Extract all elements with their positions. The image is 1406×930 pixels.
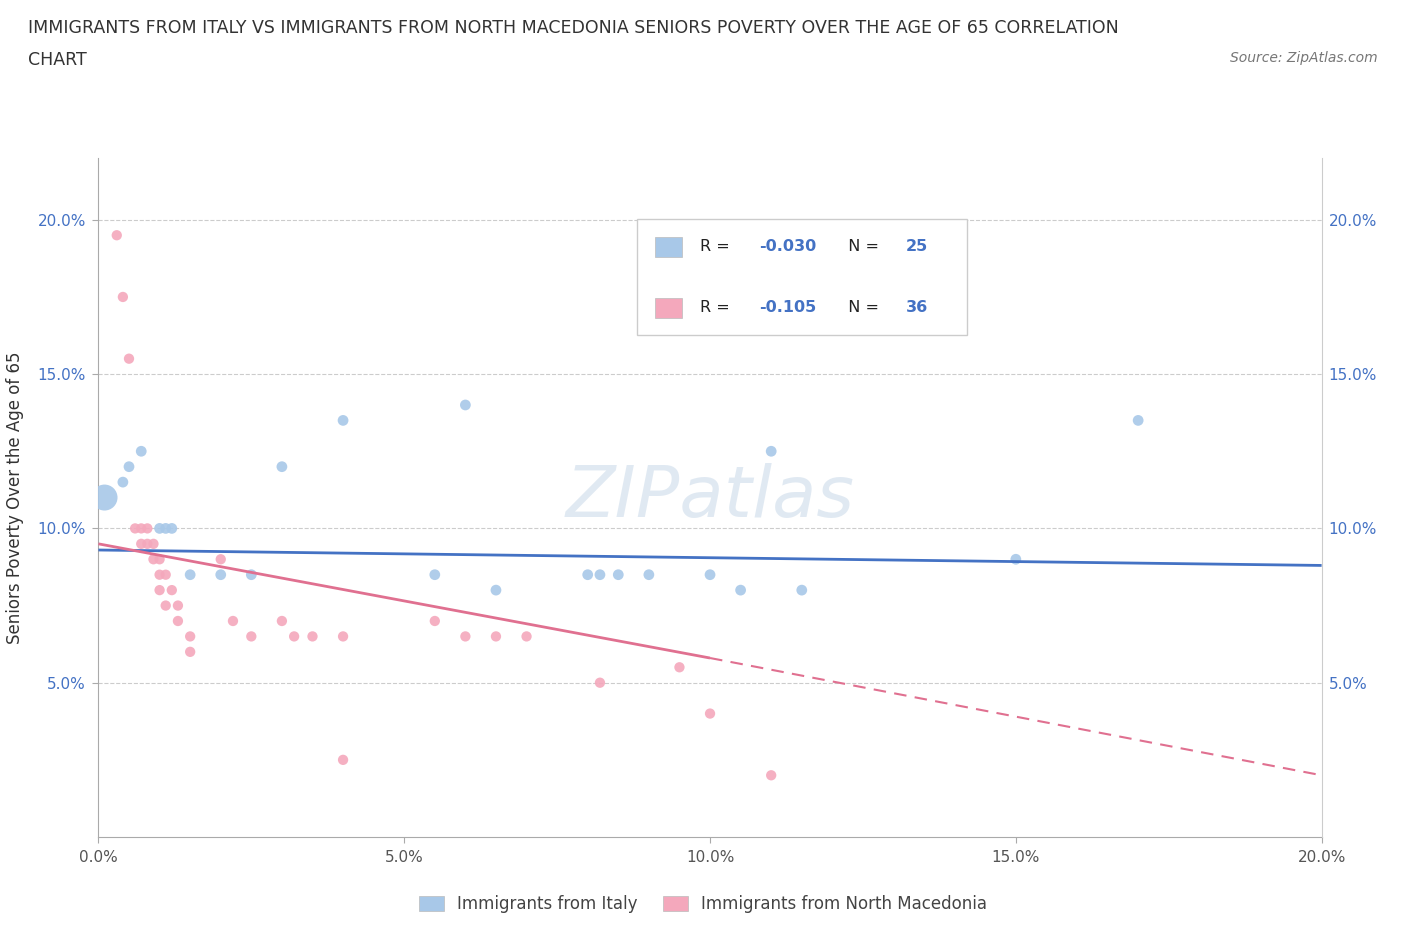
Text: 36: 36 — [905, 300, 928, 315]
Point — [209, 567, 232, 582]
Point — [283, 629, 305, 644]
Point — [142, 537, 165, 551]
Point — [589, 567, 612, 582]
Point — [1004, 551, 1026, 566]
Point — [332, 413, 354, 428]
Point — [129, 444, 152, 458]
Point — [759, 444, 782, 458]
Point — [118, 352, 141, 366]
Point — [454, 397, 477, 412]
Point — [607, 567, 630, 582]
Point — [118, 459, 141, 474]
Point — [105, 228, 128, 243]
Text: 25: 25 — [905, 239, 928, 254]
Text: IMMIGRANTS FROM ITALY VS IMMIGRANTS FROM NORTH MACEDONIA SENIORS POVERTY OVER TH: IMMIGRANTS FROM ITALY VS IMMIGRANTS FROM… — [28, 19, 1119, 36]
Point — [149, 521, 172, 536]
Text: N =: N = — [838, 239, 884, 254]
Point — [155, 567, 177, 582]
Point — [759, 768, 782, 783]
Point — [576, 567, 599, 582]
Point — [730, 583, 752, 598]
Point — [301, 629, 323, 644]
Point — [129, 537, 152, 551]
Point — [209, 551, 232, 566]
Point — [1128, 413, 1150, 428]
Point — [699, 706, 721, 721]
Point — [93, 490, 115, 505]
Point — [589, 675, 612, 690]
Point — [149, 583, 172, 598]
Point — [167, 598, 190, 613]
Point — [149, 551, 172, 566]
Point — [179, 567, 201, 582]
Point — [454, 629, 477, 644]
Point — [270, 459, 292, 474]
Point — [485, 583, 508, 598]
Point — [668, 660, 690, 675]
Point — [790, 583, 813, 598]
Point — [167, 614, 190, 629]
Point — [240, 567, 263, 582]
Text: N =: N = — [838, 300, 884, 315]
Text: -0.105: -0.105 — [759, 300, 817, 315]
Point — [423, 614, 446, 629]
Point — [136, 521, 159, 536]
Point — [179, 644, 201, 659]
Point — [637, 567, 661, 582]
Point — [155, 521, 177, 536]
Point — [332, 629, 354, 644]
Point — [129, 521, 152, 536]
Legend: Immigrants from Italy, Immigrants from North Macedonia: Immigrants from Italy, Immigrants from N… — [411, 887, 995, 922]
FancyBboxPatch shape — [655, 299, 682, 318]
Point — [111, 474, 134, 489]
Point — [160, 583, 183, 598]
Text: R =: R = — [700, 300, 735, 315]
Point — [240, 629, 263, 644]
Point — [485, 629, 508, 644]
Text: -0.030: -0.030 — [759, 239, 817, 254]
Point — [699, 567, 721, 582]
Point — [111, 289, 134, 304]
Point — [124, 521, 146, 536]
Point — [142, 551, 165, 566]
Point — [179, 629, 201, 644]
FancyBboxPatch shape — [655, 237, 682, 257]
Point — [222, 614, 245, 629]
Point — [516, 629, 538, 644]
Point — [332, 752, 354, 767]
Y-axis label: Seniors Poverty Over the Age of 65: Seniors Poverty Over the Age of 65 — [6, 352, 24, 644]
Point — [270, 614, 292, 629]
Point — [136, 537, 159, 551]
Point — [149, 567, 172, 582]
Text: Source: ZipAtlas.com: Source: ZipAtlas.com — [1230, 51, 1378, 65]
Point — [155, 598, 177, 613]
Text: CHART: CHART — [28, 51, 87, 69]
Point — [423, 567, 446, 582]
Point — [160, 521, 183, 536]
Text: R =: R = — [700, 239, 735, 254]
FancyBboxPatch shape — [637, 219, 967, 335]
Text: ZIPatlas: ZIPatlas — [565, 463, 855, 532]
